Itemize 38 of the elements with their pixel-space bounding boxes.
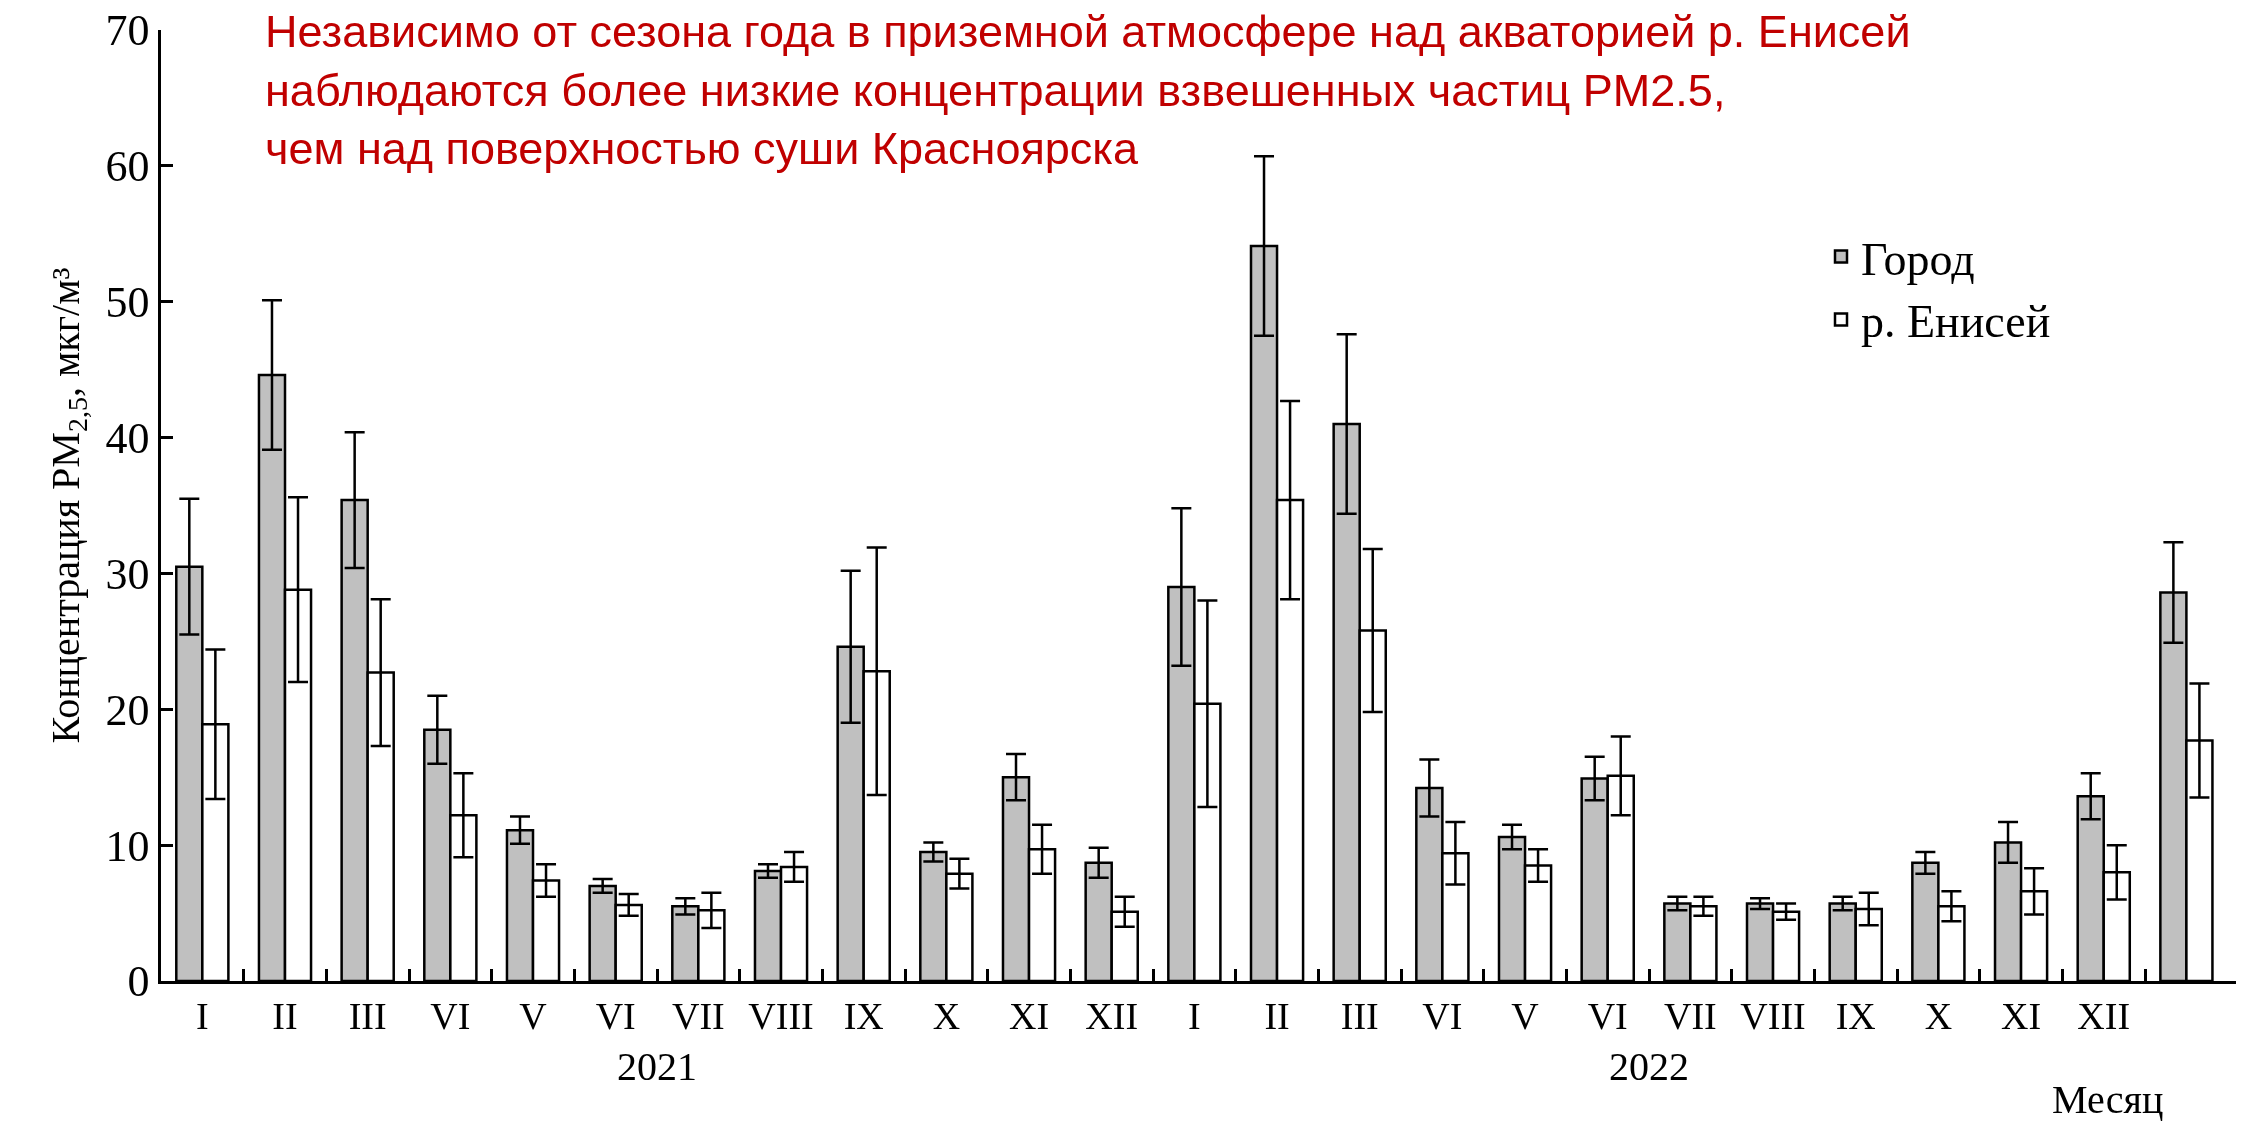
x-tick-label: III [348,995,387,1038]
y-tick-label: 20 [105,685,150,735]
x-tick-label: V [519,995,548,1038]
x-tick-label: VI [1422,995,1463,1038]
x-axis-title: Месяц [2052,1077,2164,1121]
x-tick-label: VI [595,995,636,1038]
y-tick-label: 30 [105,549,150,599]
x-tick-label: I [1188,995,1201,1038]
x-tick-label: X [932,995,961,1038]
x-tick-label: XII [2077,995,2131,1038]
legend-label: Город [1861,233,1975,285]
text: 2021 [617,1044,697,1089]
x-tick-label: IX [843,995,884,1038]
x-tick-label: II [272,995,298,1038]
x-tick-label: X [1924,995,1953,1038]
x-tick-label: III [1340,995,1379,1038]
legend-label: р. Енисей [1861,296,2051,348]
x-tick-label: I [196,995,209,1038]
x-tick-label: XII [1085,995,1139,1038]
x-tick-label: VII [671,995,725,1038]
y-tick-label: 40 [105,413,150,463]
x-tick-label: VIII [1740,995,1806,1038]
x-tick-label: VII [1664,995,1717,1038]
y-tick-label: 50 [105,278,150,328]
y-tick-label: 10 [105,821,150,871]
x-tick-label: VIII [748,995,814,1038]
y-tick-label: 60 [105,142,150,192]
x-tick-label: V [1511,995,1540,1038]
y-tick-label: 70 [105,6,150,56]
y-tick-label: 0 [127,957,150,1007]
x-tick-label: XI [1008,995,1050,1038]
x-tick-label: IX [1835,995,1876,1038]
x-tick-label: XI [2001,995,2042,1038]
x-tick-label: VI [1587,995,1628,1038]
text: Независимо от сезона года в приземной атмосфере над акваторией р. Енисей наблюдаются более низкие концентрации взвешенных частиц PM2.5, чем над поверхностью суши Красноярска [265,6,1911,174]
x-tick-label: II [1264,995,1290,1038]
text: 2022 [1609,1044,1689,1089]
x-tick-label: VI [430,995,471,1038]
